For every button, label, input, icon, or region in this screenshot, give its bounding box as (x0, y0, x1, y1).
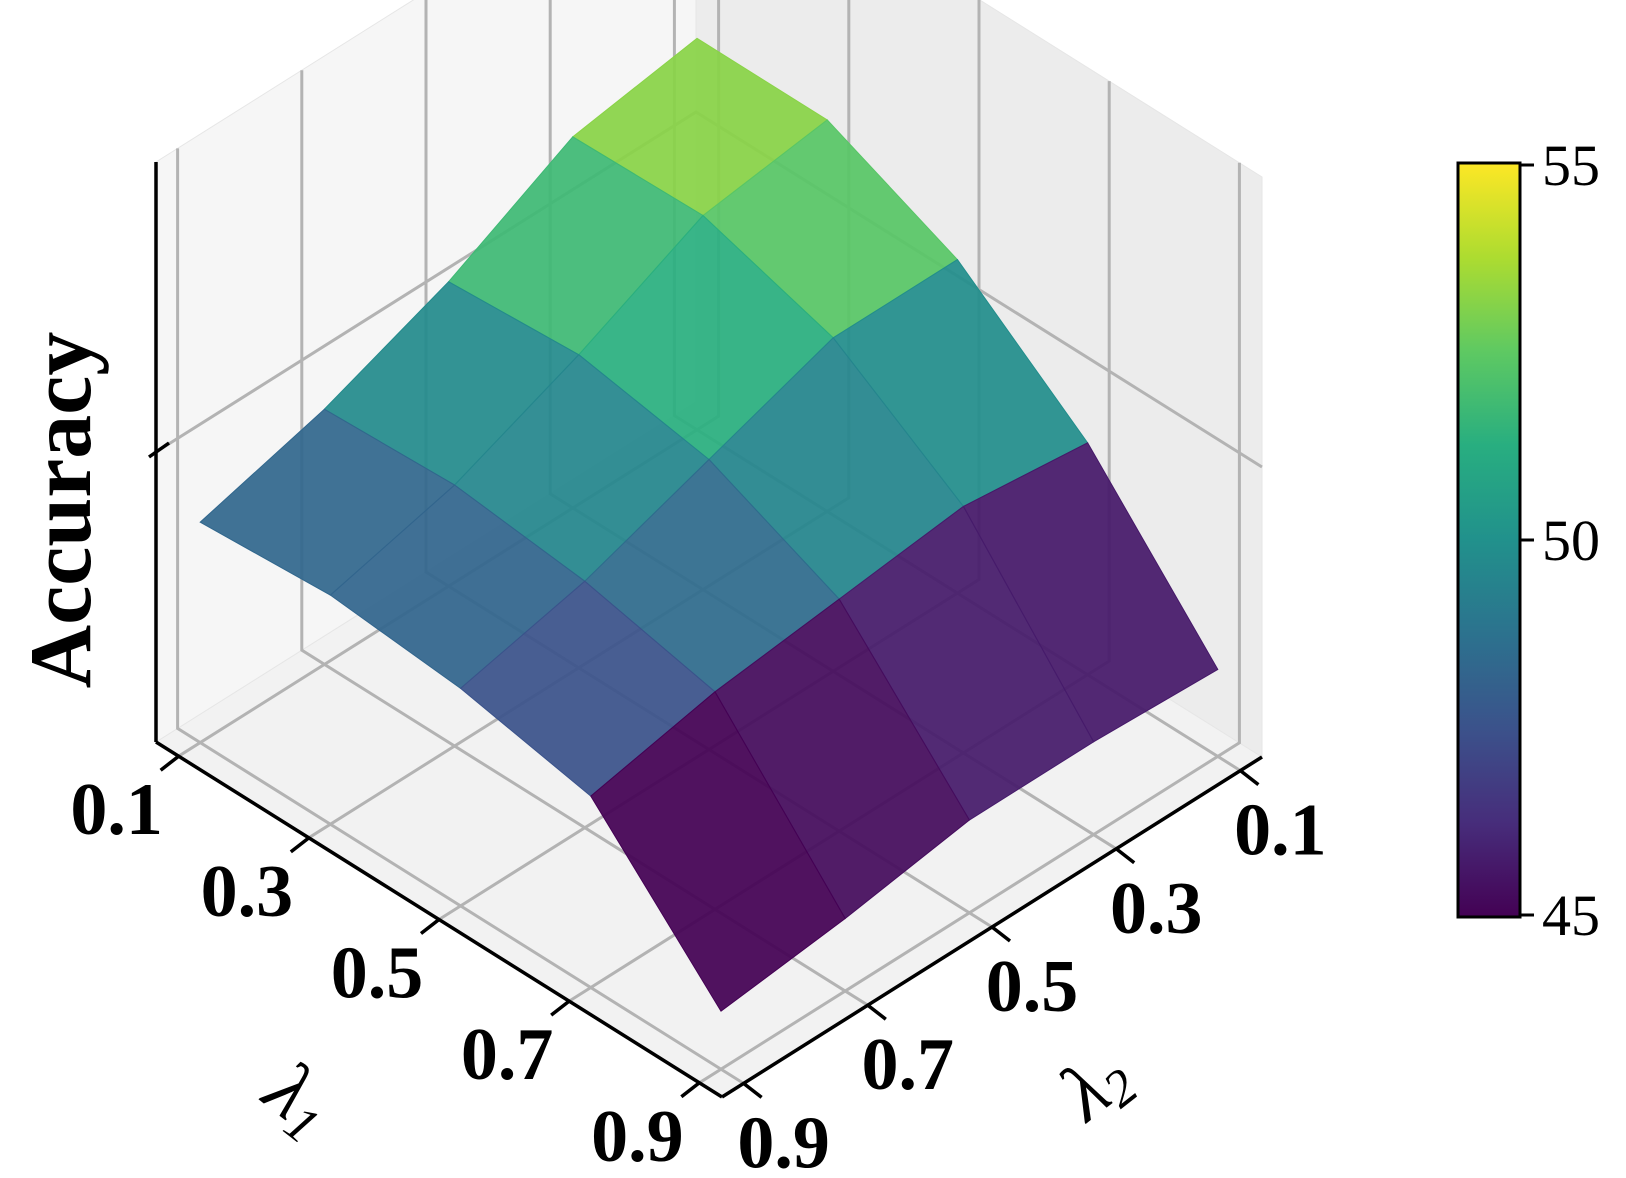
x-tick-label: 0.1 (70, 769, 163, 851)
surface-patch (590, 691, 846, 1012)
gridline-x (698, 162, 1241, 1085)
y-tick (742, 1082, 763, 1099)
x-tick (680, 1081, 701, 1099)
y-axis-label: λ2 (1043, 1031, 1149, 1142)
colorbar: 55 50 45 (1456, 133, 1600, 948)
y-tick-label: 0.9 (737, 1102, 830, 1178)
x-tick-label: 0.9 (591, 1096, 684, 1178)
y-tick (1115, 847, 1136, 865)
y-tick-label: 0.3 (1110, 868, 1203, 950)
y-tick-label: 0.1 (1234, 790, 1327, 872)
surface (199, 37, 1219, 1012)
x-tick-label: 0.3 (201, 851, 294, 933)
x-tick-label: 0.5 (331, 933, 424, 1015)
svg-text:λ2: λ2 (1043, 1031, 1149, 1142)
colorbar-tick-label: 45 (1542, 883, 1600, 948)
x-tick (550, 999, 571, 1017)
y-tick (1239, 769, 1260, 786)
y-tick (866, 1003, 887, 1021)
y-tick-label: 0.7 (862, 1024, 955, 1106)
x-tick (289, 836, 310, 854)
y-tick (990, 925, 1012, 943)
x-tick (159, 754, 180, 772)
colorbar-gradient (1456, 161, 1522, 919)
x-tick (419, 918, 441, 935)
svg-text:λ1: λ1 (245, 1044, 351, 1155)
colorbar-tick-label: 55 (1542, 133, 1600, 198)
axis-ticks: 0.1 0.3 0.5 0.7 0.9 0.1 0.3 0.5 0.7 0.9 (70, 441, 1327, 1178)
y-tick-label: 0.5 (986, 946, 1079, 1028)
colorbar-tick-label: 50 (1542, 508, 1600, 573)
z-tick (147, 441, 171, 459)
gridline-y (176, 148, 745, 1085)
x-tick-label: 0.7 (461, 1014, 554, 1096)
z-axis-label: Accuracy (13, 332, 110, 689)
x-axis-label: λ1 (245, 1044, 351, 1155)
